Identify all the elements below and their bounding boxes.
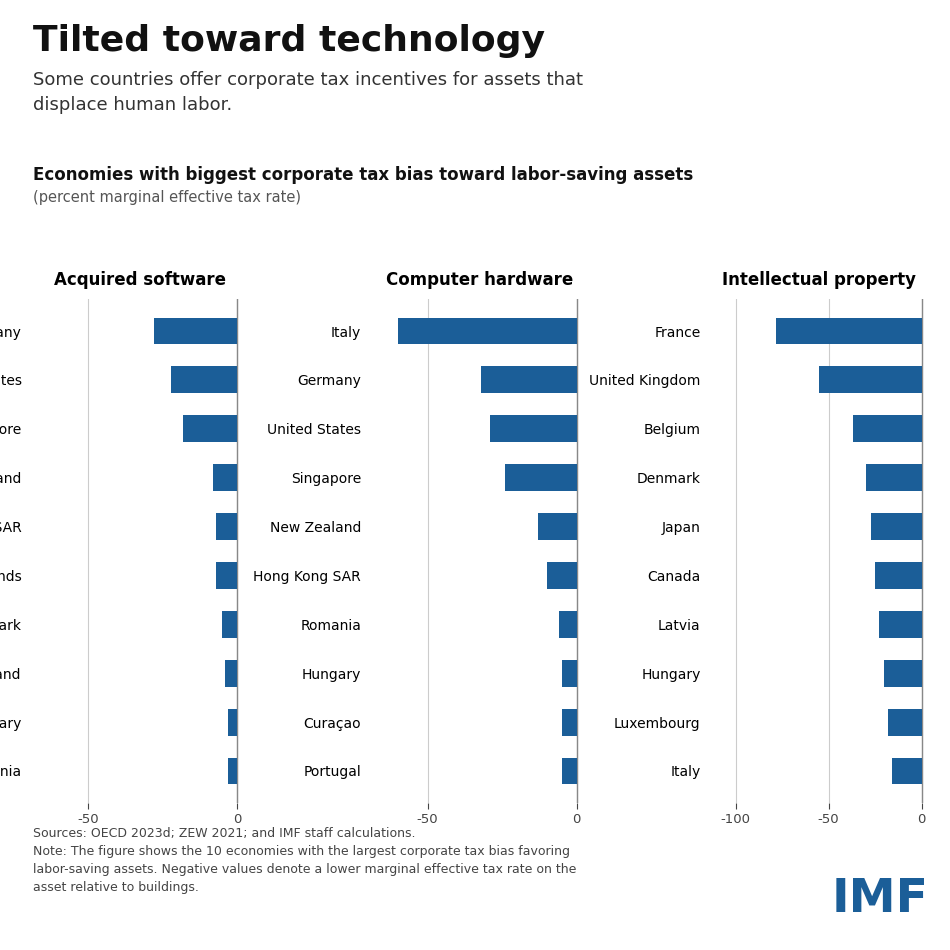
Bar	[819, 367, 922, 393]
Bar	[561, 757, 577, 785]
Bar	[213, 465, 237, 491]
Bar	[547, 562, 577, 589]
Bar	[482, 367, 577, 393]
Text: Tilted toward technology: Tilted toward technology	[33, 24, 545, 58]
Title: Acquired software: Acquired software	[54, 272, 226, 290]
Text: Sources: OECD 2023d; ZEW 2021; and IMF staff calculations.
Note: The figure show: Sources: OECD 2023d; ZEW 2021; and IMF s…	[33, 826, 577, 894]
Bar	[879, 611, 921, 637]
Bar	[871, 513, 922, 540]
Bar	[228, 709, 237, 735]
Text: Some countries offer corporate tax incentives for assets that
displace human lab: Some countries offer corporate tax incen…	[33, 71, 583, 114]
Text: Economies with biggest corporate tax bias toward labor-saving assets: Economies with biggest corporate tax bia…	[33, 166, 694, 184]
Text: IMF: IMF	[831, 877, 928, 922]
Text: (percent marginal effective tax rate): (percent marginal effective tax rate)	[33, 190, 301, 205]
Bar	[892, 757, 922, 785]
Bar	[183, 415, 237, 443]
Bar	[505, 465, 577, 491]
Bar	[865, 465, 922, 491]
Bar	[561, 709, 577, 735]
Bar	[888, 709, 921, 735]
Bar	[154, 317, 237, 345]
Bar	[222, 611, 237, 637]
Bar	[398, 317, 577, 345]
Bar	[171, 367, 237, 393]
Bar	[217, 513, 237, 540]
Bar	[225, 659, 237, 687]
Title: Intellectual property: Intellectual property	[722, 272, 917, 290]
Bar	[559, 611, 577, 637]
Bar	[490, 415, 577, 443]
Bar	[875, 562, 922, 589]
Title: Computer hardware: Computer hardware	[386, 272, 574, 290]
Bar	[853, 415, 922, 443]
Bar	[561, 659, 577, 687]
Bar	[884, 659, 922, 687]
Bar	[776, 317, 922, 345]
Bar	[217, 562, 237, 589]
Bar	[538, 513, 577, 540]
Bar	[228, 757, 237, 785]
